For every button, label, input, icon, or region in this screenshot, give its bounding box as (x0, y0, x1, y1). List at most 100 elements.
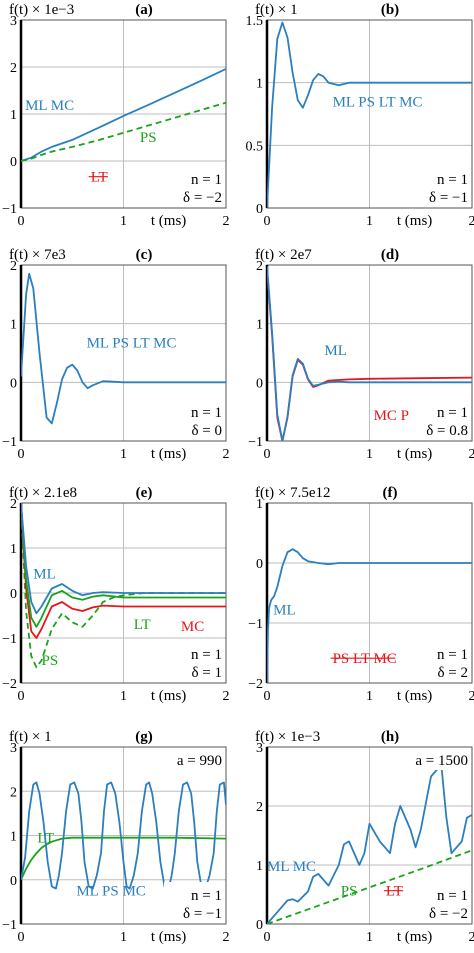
x-tick-label: 0 (264, 930, 271, 945)
y-tick-label: 2 (256, 800, 263, 815)
y-tick-label: 0 (10, 587, 17, 602)
x-axis-label: t (ms) (397, 446, 432, 462)
x-tick-label: 0 (18, 689, 25, 704)
series-label: PS LT MC (333, 651, 397, 667)
x-tick-label: 1 (366, 930, 373, 945)
y-tick-label: −2 (2, 677, 17, 692)
y-tick-label: 0 (256, 376, 263, 391)
x-tick-label: 1 (120, 689, 127, 704)
series-line (267, 21, 472, 208)
x-tick-label: 1 (366, 447, 373, 462)
y-scale-label: f(t) × 2e7 (255, 247, 312, 263)
y-tick-label: 2 (10, 61, 17, 76)
n-label: n = 1 (437, 172, 468, 188)
note-box (410, 399, 470, 439)
x-axis-label: t (ms) (151, 688, 186, 704)
y-tick-label: 1 (10, 542, 17, 557)
n-label: n = 1 (191, 405, 222, 421)
delta-label: δ = −2 (429, 906, 468, 922)
series-label: LT (37, 831, 54, 847)
series-line (267, 266, 472, 441)
x-tick-label: 0 (264, 689, 271, 704)
x-axis-label: t (ms) (397, 688, 432, 704)
x-tick-label: 1 (120, 447, 127, 462)
series-line (267, 763, 472, 924)
delta-label: δ = 1 (191, 665, 222, 681)
a-value-label: a = 1500 (415, 753, 468, 769)
x-tick-label: 2 (469, 689, 474, 704)
y-tick-label: 0.5 (246, 139, 264, 154)
y-tick-label: 3 (10, 14, 17, 29)
y-tick-label: 2 (256, 259, 263, 274)
y-tick-label: 2 (10, 785, 17, 800)
series-line (21, 503, 226, 615)
delta-label: δ = −2 (183, 190, 222, 206)
series-line (21, 781, 226, 890)
y-tick-label: 1.5 (246, 14, 264, 29)
n-label: n = 1 (191, 888, 222, 904)
x-tick-label: 0 (18, 447, 25, 462)
x-axis-label: t (ms) (151, 213, 186, 229)
y-tick-label: −1 (2, 632, 17, 647)
panel-label: (g) (135, 729, 153, 745)
y-tick-label: 2 (10, 259, 17, 274)
delta-label: δ = −1 (429, 190, 468, 206)
series-label: ML MC (267, 859, 316, 875)
x-tick-label: 1 (366, 214, 373, 229)
x-tick-label: 1 (120, 214, 127, 229)
delta-label: δ = 0.8 (426, 423, 468, 439)
delta-label: δ = 0 (191, 423, 222, 439)
y-tick-label: 1 (256, 497, 263, 512)
y-scale-label: f(t) × 1 (255, 2, 298, 18)
series-line (21, 503, 226, 669)
series-line (21, 836, 226, 881)
panel-label: (h) (381, 729, 399, 745)
series-line (21, 503, 226, 628)
y-tick-label: 1 (256, 77, 263, 92)
series-label: ML PS MC (76, 884, 145, 900)
y-tick-label: −1 (2, 918, 17, 933)
series-label: ML PS LT MC (333, 94, 423, 110)
series-line (267, 548, 472, 683)
n-label: n = 1 (437, 888, 468, 904)
x-tick-label: 2 (469, 930, 474, 945)
y-scale-label: f(t) × 1e−3 (255, 729, 320, 745)
y-tick-label: −1 (248, 435, 263, 450)
y-tick-label: 1 (10, 830, 17, 845)
x-tick-label: 0 (18, 930, 25, 945)
y-tick-label: 0 (10, 155, 17, 170)
series-label: ML (324, 343, 347, 359)
x-tick-label: 2 (223, 447, 230, 462)
y-tick-label: 1 (10, 108, 17, 123)
x-tick-label: 0 (18, 214, 25, 229)
panel-c: 210−10 1 2t (ms)f(t) × 7e3 (c)ML PS LT MCn … (2, 247, 229, 462)
x-tick-label: 0 (264, 447, 271, 462)
series-label: PS (140, 130, 157, 146)
x-tick-label: 2 (469, 447, 474, 462)
x-axis-label: t (ms) (151, 446, 186, 462)
y-tick-label: 0 (256, 202, 263, 217)
series-label: ML (273, 603, 296, 619)
series-label: ML (33, 567, 56, 583)
delta-label: δ = −1 (183, 906, 222, 922)
y-scale-label: f(t) × 7.5e12 (255, 485, 331, 501)
panel-label: (a) (135, 2, 153, 18)
note-box (410, 166, 470, 206)
panel-h: 3 2 1 00 1 2 t (ms) f(t) × 1e−3 (h) ML MC PS LT a = … (255, 729, 474, 945)
series-label: LT (91, 170, 108, 186)
panel-label: (d) (381, 247, 399, 263)
y-tick-label: 0 (10, 874, 17, 889)
y-tick-label: 3 (10, 741, 17, 756)
series-line (267, 849, 472, 924)
x-axis-label: t (ms) (397, 929, 432, 945)
series-label: LT (386, 884, 403, 900)
y-tick-label: 3 (256, 741, 263, 756)
panel-label: (e) (136, 485, 153, 501)
note-box (410, 641, 470, 681)
note-box (164, 882, 224, 922)
note-box (164, 399, 224, 439)
